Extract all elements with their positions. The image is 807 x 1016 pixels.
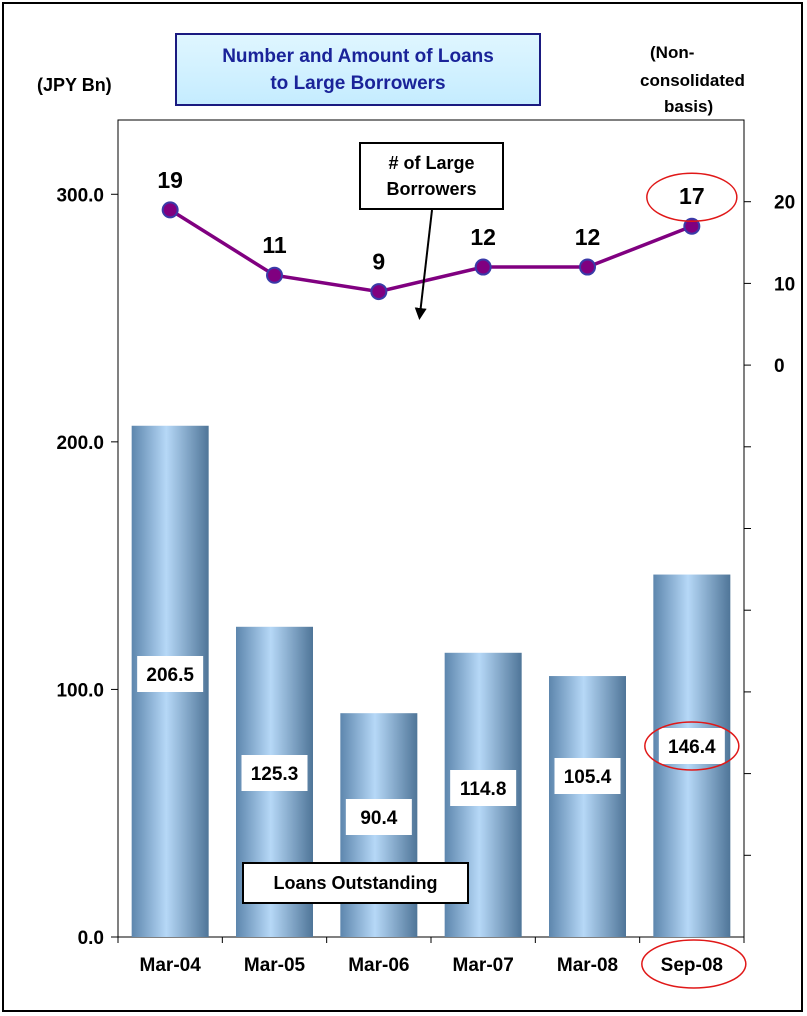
bar-label-box-Mar-08 [554, 758, 621, 794]
borrowers-point-Mar-06 [370, 283, 388, 301]
borrowers-point-Mar-04 [161, 201, 179, 219]
left-axis-label: 300.0 [56, 185, 104, 206]
bar-label-box-Mar-05 [241, 755, 308, 791]
borrowers-callout: # of Large Borrowers [359, 142, 504, 210]
chart-title-line1: Number and Amount of Loans [222, 45, 494, 67]
borrowers-point-Sep-08 [683, 217, 701, 235]
borrowers-point-Mar-05 [266, 266, 283, 284]
loans-callout: Loans Outstanding [242, 862, 469, 904]
borrowers-point-Mar-08 [579, 258, 596, 276]
left-axis-label: 0.0 [78, 928, 104, 949]
borrowers-label-Mar-05: 11 [262, 232, 287, 258]
right-note-line3: basis) [664, 97, 714, 116]
x-axis-label-Mar-05: Mar-05 [244, 955, 306, 976]
borrowers-callout-line1: # of Large [388, 153, 475, 173]
borrowers-callout-arrow [414, 209, 433, 320]
chart-title-line2: to Large Borrowers [270, 72, 446, 94]
bar-label-Sep-08: 146.4 [668, 737, 716, 758]
right-axis-label: 10 [774, 274, 795, 295]
right-note-line2: consolidated [640, 71, 745, 90]
x-axis-label-Mar-07: Mar-07 [453, 955, 514, 976]
left-axis-unit: (JPY Bn) [37, 75, 112, 95]
bar-label-box-Mar-04 [137, 656, 204, 692]
left-axis-label: 100.0 [56, 680, 104, 701]
x-axis-label-Mar-06: Mar-06 [348, 955, 409, 976]
right-axis-label: 0 [774, 356, 785, 377]
left-axis-label: 200.0 [56, 433, 104, 454]
x-axis-label-Mar-08: Mar-08 [557, 955, 618, 976]
borrowers-point-Mar-07 [474, 258, 492, 276]
bar-label-Mar-04: 206.5 [146, 665, 194, 686]
bar-label-box-Mar-07 [450, 770, 517, 806]
borrowers-label-Mar-06: 9 [372, 249, 385, 275]
borrowers-line [169, 208, 693, 294]
loans-callout-label: Loans Outstanding [273, 872, 438, 893]
bar-label-Mar-07: 114.8 [460, 779, 507, 800]
right-note-line1: (Non- [650, 43, 695, 62]
borrowers-label-Mar-07: 12 [470, 224, 496, 250]
highlight-bar-label-last [644, 721, 740, 771]
bar-label-Mar-08: 105.4 [564, 767, 612, 788]
borrowers-label-Mar-08: 12 [575, 224, 601, 250]
highlight-category-last [641, 939, 747, 989]
chart-title: Number and Amount of Loans to Large Borr… [175, 33, 541, 106]
x-axis-label-Mar-04: Mar-04 [140, 955, 202, 976]
bar-Mar-08 [549, 676, 626, 937]
bar-label-Mar-05: 125.3 [251, 764, 299, 785]
right-axis-label: 20 [774, 193, 795, 214]
bar-label-box-Mar-06 [345, 799, 412, 835]
x-axis-label-Sep-08: Sep-08 [661, 955, 723, 976]
borrowers-label-Sep-08: 17 [679, 183, 705, 209]
bar-label-Mar-06: 90.4 [360, 808, 397, 829]
highlight-borrowers-last [646, 172, 738, 222]
bar-label-box-Sep-08 [658, 728, 725, 764]
borrowers-label-Mar-04: 19 [157, 167, 183, 193]
borrowers-callout-line2: Borrowers [386, 179, 477, 199]
